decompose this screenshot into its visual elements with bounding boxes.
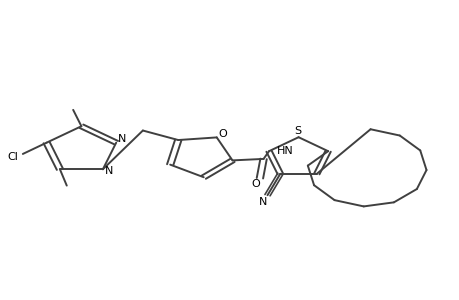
Text: O: O [251,178,259,189]
Text: S: S [293,126,301,136]
Text: HN: HN [276,146,293,156]
Text: N: N [117,134,126,144]
Text: N: N [105,166,113,176]
Text: N: N [258,197,267,207]
Text: Cl: Cl [7,152,18,162]
Text: O: O [218,129,227,139]
